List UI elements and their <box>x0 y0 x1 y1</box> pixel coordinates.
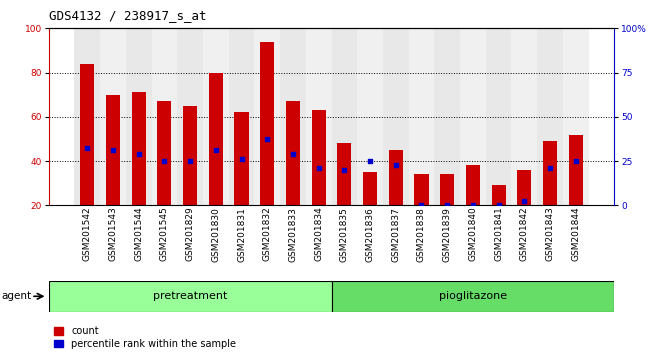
Bar <box>126 28 151 205</box>
Bar <box>80 64 94 205</box>
Point <box>262 136 272 142</box>
Point <box>545 165 555 171</box>
Bar <box>229 28 254 205</box>
Bar <box>132 92 146 205</box>
Bar <box>49 281 332 312</box>
Bar <box>254 28 280 205</box>
Bar <box>537 28 563 205</box>
Point <box>519 198 530 204</box>
Point <box>468 202 478 208</box>
Point <box>416 202 426 208</box>
Bar <box>409 28 434 205</box>
Bar <box>415 175 428 205</box>
Point <box>493 202 504 208</box>
Point <box>313 165 324 171</box>
Bar <box>183 106 197 205</box>
Text: pretreatment: pretreatment <box>153 291 228 302</box>
Point <box>108 147 118 153</box>
Bar <box>157 101 172 205</box>
Bar <box>434 28 460 205</box>
Point <box>82 145 92 151</box>
Bar <box>75 28 100 205</box>
Point <box>237 156 247 162</box>
Bar <box>209 73 223 205</box>
Bar <box>280 28 305 205</box>
Bar <box>460 28 486 205</box>
Point <box>339 167 350 173</box>
Bar <box>106 95 120 205</box>
Bar <box>203 28 229 205</box>
Bar <box>332 28 358 205</box>
Bar <box>563 28 588 205</box>
Bar <box>491 185 506 205</box>
Legend: count, percentile rank within the sample: count, percentile rank within the sample <box>53 326 236 349</box>
Bar <box>358 28 383 205</box>
Bar <box>517 170 531 205</box>
Bar <box>512 28 537 205</box>
Bar <box>363 172 377 205</box>
Text: pioglitazone: pioglitazone <box>439 291 507 302</box>
Bar <box>486 28 512 205</box>
Bar <box>569 135 583 205</box>
Point <box>442 202 452 208</box>
Bar <box>260 42 274 205</box>
Bar <box>311 110 326 205</box>
Bar <box>543 141 557 205</box>
Bar <box>383 28 409 205</box>
Bar <box>337 143 352 205</box>
Bar <box>151 28 177 205</box>
Bar <box>466 166 480 205</box>
Point <box>288 152 298 157</box>
Point <box>133 152 144 157</box>
Bar <box>177 28 203 205</box>
Bar <box>306 28 332 205</box>
Text: GDS4132 / 238917_s_at: GDS4132 / 238917_s_at <box>49 9 206 22</box>
Bar <box>235 113 248 205</box>
Bar <box>389 150 403 205</box>
Text: agent: agent <box>1 291 31 301</box>
Point <box>211 147 221 153</box>
Point <box>185 158 195 164</box>
Bar <box>286 101 300 205</box>
Bar <box>100 28 126 205</box>
Point <box>365 158 375 164</box>
Point <box>159 158 170 164</box>
Point <box>391 163 401 169</box>
Bar <box>440 175 454 205</box>
Point <box>571 158 581 164</box>
Bar <box>332 281 614 312</box>
